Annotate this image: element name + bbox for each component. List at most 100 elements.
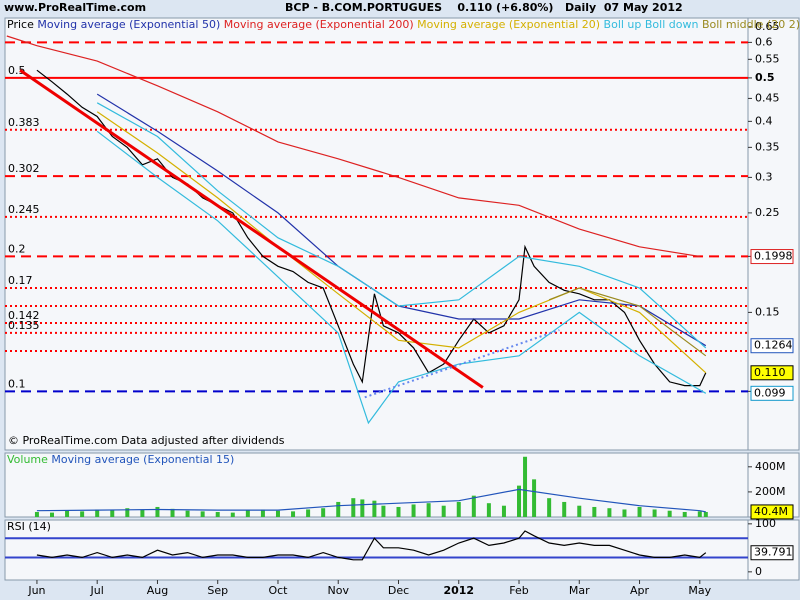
series-line xyxy=(36,530,707,561)
volume-bar xyxy=(381,505,386,517)
volume-bar xyxy=(456,501,461,517)
volume-bar xyxy=(652,509,657,517)
y-tick-label: 0.4 xyxy=(755,114,773,127)
volume-bar xyxy=(260,509,265,517)
trend-line xyxy=(19,69,484,389)
volume-bar xyxy=(291,511,296,517)
series-line xyxy=(96,130,707,425)
level-label: 0.142 xyxy=(8,309,40,322)
y-tick-label: 100 xyxy=(755,517,776,530)
volume-bar xyxy=(577,505,582,517)
volume-bar xyxy=(34,511,39,517)
volume-bar xyxy=(523,456,528,517)
volume-bar xyxy=(351,498,356,517)
volume-bar xyxy=(155,506,160,517)
volume-bar xyxy=(682,511,687,517)
volume-bar xyxy=(321,508,326,517)
level-label: 0.1 xyxy=(8,377,26,390)
volume-bar xyxy=(607,508,612,517)
legend-entry: Moving average (Exponential 200) xyxy=(224,18,414,31)
volume-bar xyxy=(547,498,552,517)
volume-bar xyxy=(215,511,220,517)
x-tick-label: Sep xyxy=(207,584,228,597)
legend-entry: Boll up xyxy=(604,18,642,31)
y-tick-label: 0.35 xyxy=(755,140,780,153)
volume-bar xyxy=(562,501,567,517)
y-tick-label: 0 xyxy=(755,565,762,578)
volume-bar xyxy=(372,500,377,517)
value-marker xyxy=(750,385,794,401)
volume-bar xyxy=(667,510,672,517)
level-label: 0.17 xyxy=(8,274,33,287)
legend-entry: RSI (14) xyxy=(7,520,51,533)
level-label: 0.135 xyxy=(8,319,40,332)
volume-bar xyxy=(486,503,491,517)
series-line xyxy=(36,488,706,513)
y-tick-label: 0.25 xyxy=(755,206,780,219)
y-tick-label: 0.3 xyxy=(755,170,773,183)
volume-bar xyxy=(275,510,280,517)
legend-entry: Price xyxy=(7,18,34,31)
legend-entry: Boll middle (20 2) xyxy=(702,18,800,31)
volume-bar xyxy=(50,512,55,517)
x-tick-label: Dec xyxy=(388,584,409,597)
x-tick-label: Aug xyxy=(147,584,168,597)
level-label: 0.5 xyxy=(8,64,26,77)
legend: RSI (14) xyxy=(7,520,51,533)
volume-bar xyxy=(637,506,642,517)
x-tick-label: Jul xyxy=(90,584,104,597)
volume-bar xyxy=(396,506,401,517)
volume-bar xyxy=(517,485,522,517)
series-line xyxy=(96,111,707,374)
x-tick-label: 2012 xyxy=(443,584,474,597)
value-marker-label: 0.1998 xyxy=(754,250,793,263)
volume-bar xyxy=(140,509,145,517)
legend: Price Moving average (Exponential 50) Mo… xyxy=(7,18,800,31)
volume-bar xyxy=(360,499,365,517)
volume-bar xyxy=(170,508,175,517)
trend-line xyxy=(364,329,560,399)
panel xyxy=(4,519,749,581)
level-label: 0.2 xyxy=(8,242,26,255)
series-line xyxy=(6,35,700,258)
y-tick-label: 400M xyxy=(755,460,786,473)
volume-bar xyxy=(532,479,537,517)
y-tick-label: 0.65 xyxy=(755,20,780,33)
volume-bar xyxy=(336,501,341,517)
series-line xyxy=(36,69,707,387)
y-tick-label: 0.15 xyxy=(755,305,780,318)
legend: Volume Moving average (Exponential 15) xyxy=(7,453,234,466)
site-name: www.ProRealTime.com xyxy=(4,1,146,14)
legend-entry: Moving average (Exponential 15) xyxy=(51,453,234,466)
value-marker-label: 0.099 xyxy=(754,386,786,399)
value-marker xyxy=(750,365,794,381)
volume-bar xyxy=(703,511,708,517)
y-tick-label: 0.45 xyxy=(755,91,780,104)
x-tick-label: Apr xyxy=(630,584,650,597)
value-marker xyxy=(750,249,794,265)
volume-bar xyxy=(592,506,597,517)
volume-bar xyxy=(697,511,702,517)
y-tick-label: 0.55 xyxy=(755,52,780,65)
value-marker xyxy=(750,338,794,354)
volume-bar xyxy=(501,505,506,517)
value-marker-label: 0.1264 xyxy=(754,339,793,352)
y-tick-label: 200M xyxy=(755,485,786,498)
volume-bar xyxy=(125,508,130,517)
y-tick-label: 0.5 xyxy=(755,71,775,84)
legend-entry: Volume xyxy=(7,453,48,466)
volume-bar xyxy=(411,504,416,517)
value-marker-label: 40.4M xyxy=(754,505,788,518)
volume-bar xyxy=(200,511,205,517)
volume-bar xyxy=(65,510,70,517)
legend-entry: Boll down xyxy=(645,18,699,31)
series-line xyxy=(96,102,707,349)
x-tick-label: Mar xyxy=(569,584,590,597)
volume-bar xyxy=(245,510,250,517)
series-line xyxy=(548,287,707,357)
volume-bar xyxy=(306,509,311,517)
volume-bar xyxy=(110,510,115,517)
volume-bar xyxy=(185,510,190,517)
footer-note: © ProRealTime.com Data adjusted after di… xyxy=(8,434,285,447)
